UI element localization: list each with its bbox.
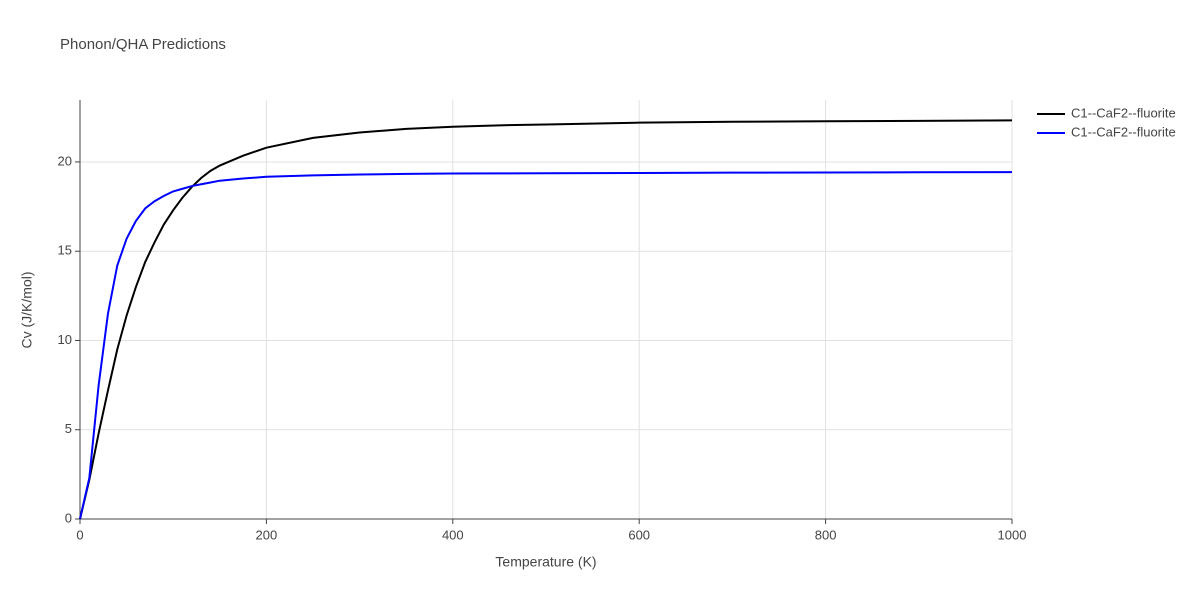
series-line [79,171,1013,520]
legend-label: C1--CaF2--fluorite [1071,124,1176,139]
y-tick-label: 5 [65,421,72,436]
legend-label: C1--CaF2--fluorite [1071,105,1176,120]
y-tick-label: 20 [58,153,72,168]
x-tick-label: 600 [628,527,650,542]
y-tick-label: 15 [58,243,72,258]
x-axis-label: Temperature (K) [495,554,596,570]
x-tick-label: 800 [815,527,837,542]
chart-title: Phonon/QHA Predictions [60,36,226,53]
x-tick-label: 200 [256,527,278,542]
y-tick-label: 10 [58,332,72,347]
x-tick-label: 0 [76,527,83,542]
y-tick-label: 0 [65,510,72,525]
series-line [79,119,1013,520]
y-axis-label: Cv (J/K/mol) [19,272,35,349]
x-tick-label: 400 [442,527,464,542]
x-tick-label: 1000 [998,527,1027,542]
